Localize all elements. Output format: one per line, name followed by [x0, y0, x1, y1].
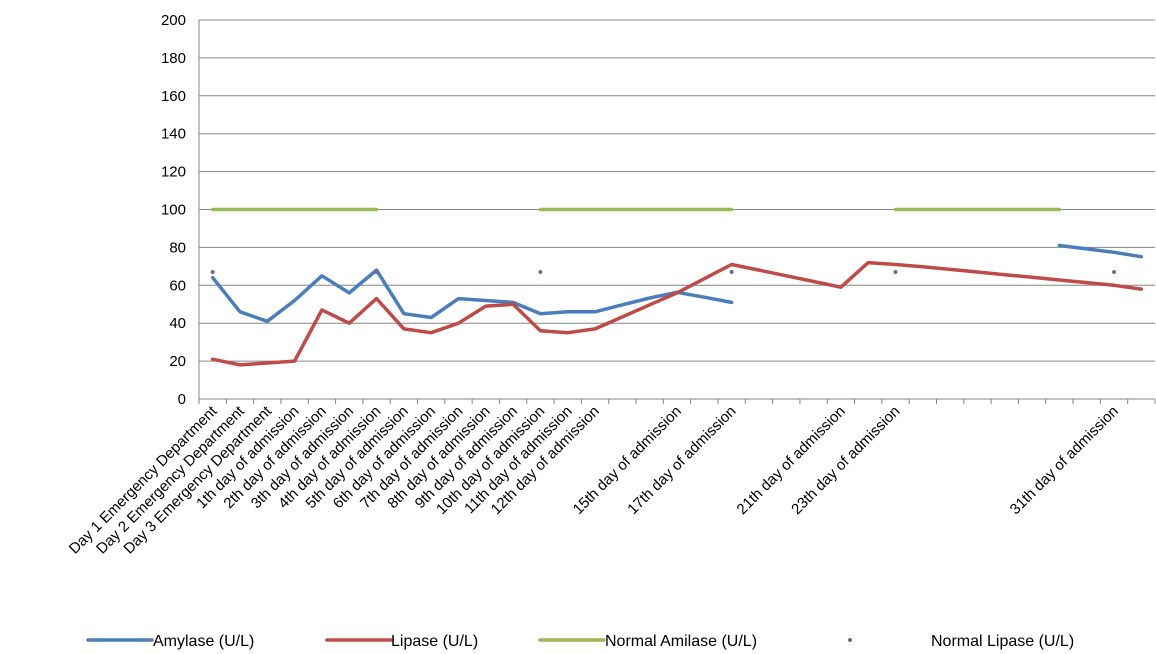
y-tick-label: 0 [178, 391, 186, 408]
legend-label: Normal Amilase (U/L) [605, 633, 757, 650]
series-3-point [210, 270, 215, 275]
series-3-point [538, 270, 543, 275]
series-1-line [210, 260, 1144, 367]
y-tick-label: 200 [161, 12, 186, 29]
x-tick-label: 31th day of admission [1007, 403, 1122, 518]
legend-label: Amylase (U/L) [153, 633, 254, 650]
legend: Amylase (U/L) Lipase (U/L) Normal Amilase … [86, 633, 1074, 650]
y-tick-label: 160 [161, 88, 186, 105]
y-tick-label: 140 [161, 126, 186, 143]
series-3-point [374, 270, 379, 275]
legend-label: Lipase (U/L) [391, 633, 478, 650]
series-3 [210, 270, 1117, 275]
y-tick-label: 60 [169, 277, 186, 294]
series-0-line [1057, 243, 1144, 259]
y-tick-label: 40 [169, 315, 186, 332]
data-series [210, 207, 1144, 367]
series-3-point [729, 270, 734, 275]
series-3-point [1112, 270, 1117, 275]
x-tick-label: 17th day of admission [624, 403, 739, 518]
legend-item-3: Normal Lipase (U/L) [848, 633, 1074, 650]
y-axis-tick-labels: 0 20 40 60 80 100 120 140 160 180 200 [161, 12, 186, 408]
y-tick-label: 120 [161, 164, 186, 181]
legend-item-2: Normal Amilase (U/L) [538, 633, 757, 650]
grid-lines [198, 19, 1156, 404]
y-tick-label: 20 [169, 353, 186, 370]
y-tick-label: 80 [169, 239, 186, 256]
legend-swatch [848, 638, 852, 642]
series-0-line [210, 268, 734, 324]
x-tick-label: 23th day of admission [788, 403, 903, 518]
y-tick-label: 180 [161, 50, 186, 67]
series-1 [210, 260, 1144, 367]
series-0 [210, 243, 1144, 324]
legend-item-0: Amylase (U/L) [86, 633, 254, 650]
x-tick-label: 21th day of admission [734, 403, 849, 518]
legend-item-1: Lipase (U/L) [325, 633, 478, 650]
y-tick-label: 100 [161, 202, 186, 219]
series-3-point [893, 270, 898, 275]
legend-label: Normal Lipase (U/L) [931, 633, 1074, 650]
